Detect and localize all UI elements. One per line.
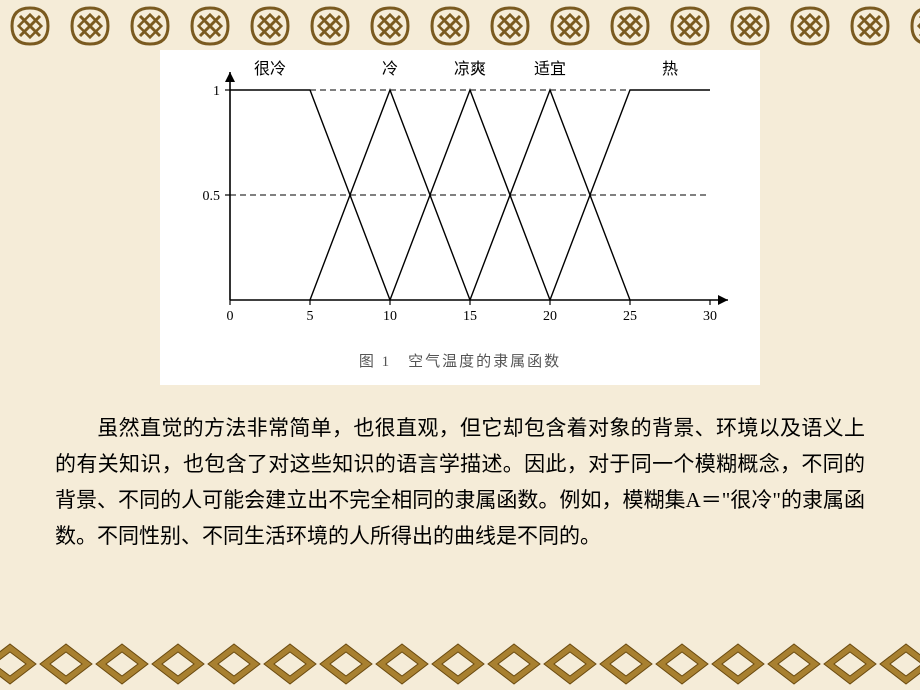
svg-text:适宜: 适宜	[534, 60, 566, 78]
svg-text:10: 10	[383, 309, 397, 324]
svg-text:15: 15	[463, 309, 477, 324]
ornamental-border-bottom	[0, 638, 920, 690]
slide-root: 0 5 10 15 20 25 30 0.5 1 很冷 冷 凉爽 适宜 热 图 1 空气温度的隶属函数 虽…	[0, 0, 920, 690]
svg-text:5: 5	[307, 309, 314, 324]
figure-container: 0 5 10 15 20 25 30 0.5 1 很冷 冷 凉爽 适宜 热 图 1 空气温度的隶属函数	[160, 50, 760, 385]
svg-text:凉爽: 凉爽	[454, 60, 486, 78]
svg-text:30: 30	[703, 309, 717, 324]
svg-text:1: 1	[213, 84, 220, 99]
figure-caption: 图 1 空气温度的隶属函数	[160, 350, 760, 371]
svg-text:0.5: 0.5	[203, 189, 221, 204]
body-paragraph: 虽然直觉的方法非常简单，也很直观，但它却包含着对象的背景、环境以及语义上的有关知…	[55, 410, 865, 554]
border-bottom-svg	[0, 638, 920, 690]
ornamental-border-top	[0, 0, 920, 52]
svg-text:很冷: 很冷	[254, 60, 286, 78]
paragraph-text: 虽然直觉的方法非常简单，也很直观，但它却包含着对象的背景、环境以及语义上的有关知…	[55, 416, 865, 548]
svg-text:25: 25	[623, 309, 637, 324]
svg-text:20: 20	[543, 309, 557, 324]
membership-chart: 0 5 10 15 20 25 30 0.5 1 很冷 冷 凉爽 适宜 热	[180, 50, 740, 340]
border-top-svg	[0, 0, 920, 52]
svg-text:热: 热	[662, 60, 678, 78]
svg-text:0: 0	[227, 309, 234, 324]
svg-text:冷: 冷	[382, 60, 398, 78]
